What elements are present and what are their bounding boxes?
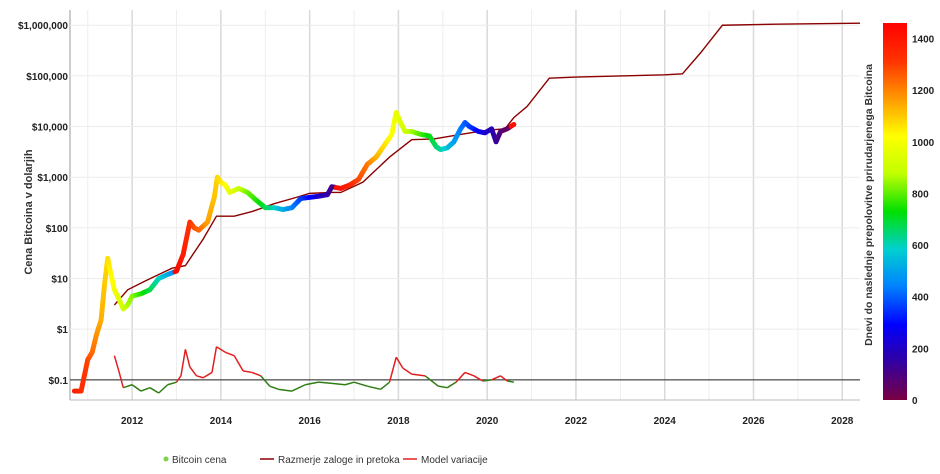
colorbar-tick-label: 0: [912, 396, 918, 407]
variance-segment: [118, 370, 124, 388]
x-axis-ticks: 2012 2014 2016 2018 2020 2022 2024 2026 2028: [121, 416, 854, 427]
variance-segment: [196, 375, 204, 379]
x-tick-label: 2022: [565, 416, 588, 427]
y-tick-label: $1,000: [37, 173, 68, 184]
stock-to-flow-line: [113, 22, 860, 306]
y-axis-ticks: $0.1 $1 $10 $100 $1,000 $10,000 $100,000 $1,000…: [18, 21, 68, 387]
series-layer: [71, 22, 860, 394]
colorbar: 0 200 400 600 800 1000 1200 1400 Dnevi do nasle…: [863, 23, 935, 407]
variance-segment: [367, 385, 381, 391]
variance-segment: [131, 384, 142, 392]
colorbar-tick-label: 400: [912, 293, 929, 304]
variance-segment: [260, 375, 271, 387]
legend: Bitcoin cena Razmerje zaloge in pretoka Mo…: [163, 455, 488, 466]
variance-segment: [500, 375, 508, 382]
colorbar-tick-label: 1000: [912, 138, 935, 149]
colorbar-tick-label: 200: [912, 344, 929, 355]
variance-segment: [180, 349, 187, 376]
variance-segment: [158, 384, 169, 394]
variance-segment: [411, 373, 426, 377]
variance-segment: [491, 375, 501, 381]
y-tick-label: $1: [57, 325, 69, 336]
colorbar-tick-label: 1400: [912, 34, 935, 45]
variance-segment: [344, 381, 355, 386]
variance-segment: [353, 381, 368, 387]
variance-segment: [225, 351, 235, 357]
y-tick-label: $100,000: [26, 72, 68, 83]
variance-segment: [202, 371, 213, 379]
x-tick-label: 2024: [654, 416, 677, 427]
variance-segment: [388, 356, 397, 383]
x-tick-label: 2020: [476, 416, 499, 427]
variance-segment: [291, 384, 306, 392]
legend-label: Bitcoin cena: [172, 455, 227, 466]
y-tick-label: $10: [51, 275, 68, 286]
variance-segment: [507, 380, 514, 383]
y-tick-label: $10,000: [32, 123, 69, 134]
x-tick-label: 2016: [299, 416, 322, 427]
legend-label: Razmerje zaloge in pretoka: [278, 455, 400, 466]
colorbar-label: Dnevi do naslednje prepolovitve prirudar…: [863, 64, 875, 346]
x-tick-label: 2012: [121, 416, 144, 427]
colorbar-tick-label: 1200: [912, 86, 935, 97]
y-tick-label: $100: [46, 224, 69, 235]
y-tick-label: $0.1: [49, 376, 69, 387]
variance-segment: [216, 346, 226, 353]
x-tick-label: 2018: [387, 416, 410, 427]
variance-segment: [395, 356, 404, 369]
colorbar-ticks: 0 200 400 600 800 1000 1200 1400: [912, 34, 935, 407]
legend-label: Model variacije: [421, 455, 488, 466]
variance-segment: [167, 381, 177, 386]
variance-segment: [242, 370, 253, 374]
variance-segment: [455, 371, 466, 383]
x-tick-label: 2014: [210, 416, 233, 427]
y-tick-label: $1,000,000: [18, 21, 68, 32]
variance-segment: [482, 379, 492, 382]
variance-segment: [233, 355, 244, 372]
variance-segment: [331, 382, 346, 386]
variance-segment: [149, 387, 160, 394]
variance-segment: [175, 375, 182, 383]
variance-segment: [211, 346, 218, 373]
x-tick-label: 2028: [831, 416, 854, 427]
grid-lines: [69, 10, 860, 401]
variance-segment: [189, 366, 198, 377]
variance-segment: [438, 385, 448, 389]
variance-segment: [318, 381, 332, 385]
y-axis-label: Cena Bitcoina v dolarjih: [23, 149, 35, 275]
variance-segment: [278, 388, 293, 392]
variance-segment: [123, 384, 133, 389]
colorbar-gradient: [883, 23, 907, 400]
variance-segment: [380, 381, 391, 390]
legend-marker-dot: [163, 456, 169, 462]
x-tick-label: 2026: [742, 416, 765, 427]
variance-segment: [269, 385, 279, 391]
variance-segment: [251, 371, 262, 377]
variance-segment: [140, 386, 151, 392]
variance-segment: [305, 381, 319, 386]
variance-segment: [446, 381, 457, 389]
colorbar-tick-label: 600: [912, 241, 929, 252]
variance-segment: [402, 367, 413, 375]
variance-segment: [424, 375, 439, 387]
variance-segment: [113, 355, 120, 372]
colorbar-tick-label: 800: [912, 189, 929, 200]
variance-segment: [184, 349, 191, 368]
variance-segment: [464, 371, 475, 377]
price-point: [511, 121, 517, 127]
variance-segment: [473, 375, 484, 382]
